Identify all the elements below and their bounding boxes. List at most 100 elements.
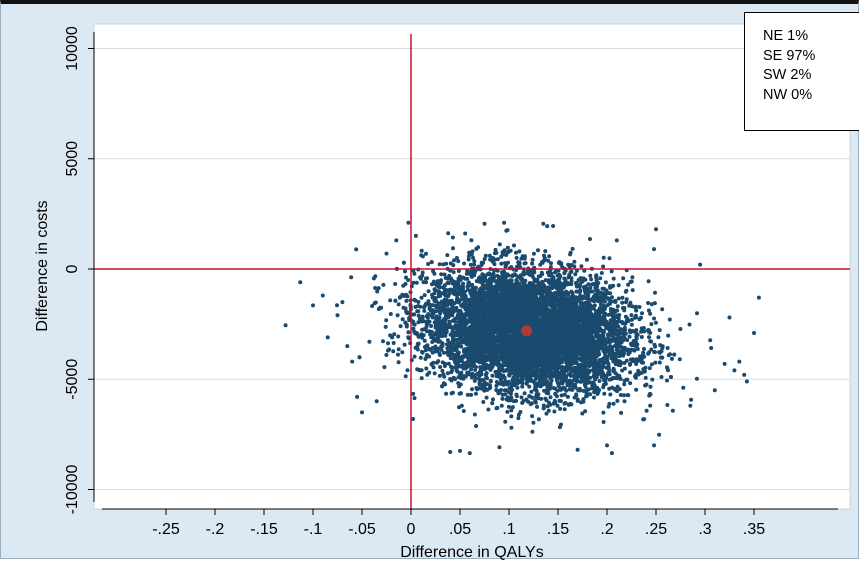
- scatter-point: [396, 313, 400, 317]
- scatter-point: [455, 338, 459, 342]
- scatter-point: [634, 314, 638, 318]
- scatter-point: [507, 405, 511, 409]
- scatter-point: [433, 371, 437, 375]
- scatter-point: [605, 291, 609, 295]
- scatter-point: [582, 360, 586, 364]
- scatter-point: [670, 357, 674, 361]
- scatter-point: [470, 387, 474, 391]
- scatter-point: [610, 269, 614, 273]
- scatter-point: [649, 322, 653, 326]
- scatter-point: [598, 276, 602, 280]
- scatter-point: [616, 304, 620, 308]
- scatter-point: [438, 262, 442, 266]
- scatter-point: [349, 275, 353, 279]
- scatter-point: [503, 261, 507, 265]
- scatter-point: [391, 349, 395, 353]
- scatter-point: [564, 389, 568, 393]
- scatter-point: [640, 311, 644, 315]
- scatter-point: [568, 388, 572, 392]
- scatter-point: [418, 275, 422, 279]
- scatter-point: [623, 326, 627, 330]
- scatter-point: [665, 403, 669, 407]
- scatter-point: [588, 237, 592, 241]
- scatter-point: [634, 362, 638, 366]
- scatter-point: [623, 399, 627, 403]
- scatter-point: [399, 324, 403, 328]
- scatter-point: [472, 259, 476, 263]
- scatter-point: [529, 402, 533, 406]
- scatter-point: [499, 255, 503, 259]
- scatter-point: [602, 392, 606, 396]
- scatter-point: [588, 286, 592, 290]
- scatter-point: [531, 421, 535, 425]
- scatter-point: [381, 339, 385, 343]
- scatter-point: [653, 361, 657, 365]
- scatter-point: [536, 248, 540, 252]
- scatter-point: [567, 306, 571, 310]
- scatter-point: [397, 347, 401, 351]
- scatter-point: [566, 395, 570, 399]
- scatter-point: [689, 398, 693, 402]
- scatter-point: [535, 405, 539, 409]
- scatter-point: [421, 351, 425, 355]
- scatter-point: [438, 365, 442, 369]
- scatter-point: [433, 296, 437, 300]
- scatter-point: [516, 416, 520, 420]
- scatter-point: [439, 272, 443, 276]
- scatter-point: [506, 363, 510, 367]
- scatter-point: [403, 269, 407, 273]
- scatter-point: [532, 252, 536, 256]
- scatter-point: [601, 385, 605, 389]
- scatter-point: [617, 297, 621, 301]
- scatter-point: [614, 371, 618, 375]
- scatter-point: [444, 276, 448, 280]
- scatter-point: [642, 417, 646, 421]
- scatter-point: [634, 388, 638, 392]
- scatter-point: [444, 392, 448, 396]
- scatter-point: [486, 408, 490, 412]
- scatter-point: [666, 346, 670, 350]
- scatter-point: [649, 340, 653, 344]
- scatter-point: [537, 417, 541, 421]
- scatter-point: [558, 425, 562, 429]
- scatter-point: [563, 402, 567, 406]
- scatter-point: [425, 276, 429, 280]
- scatter-point: [389, 312, 393, 316]
- scatter-point: [509, 392, 513, 396]
- scatter-point: [509, 426, 513, 430]
- scatter-point: [397, 360, 401, 364]
- scatter-point: [567, 275, 571, 279]
- scatter-point: [552, 410, 556, 414]
- scatter-point: [488, 254, 492, 258]
- scatter-point: [628, 335, 632, 339]
- scatter-point: [451, 246, 455, 250]
- scatter-point: [506, 228, 510, 232]
- scatter-point: [579, 264, 583, 268]
- scatter-point: [520, 401, 524, 405]
- scatter-point: [453, 348, 457, 352]
- scatter-point: [523, 391, 527, 395]
- scatter-point: [608, 256, 612, 260]
- scatter-point: [621, 354, 625, 358]
- scatter-point: [419, 253, 423, 257]
- scatter-point: [642, 347, 646, 351]
- scatter-point: [647, 279, 651, 283]
- scatter-point: [497, 445, 501, 449]
- scatter-point: [459, 391, 463, 395]
- scatter-point: [630, 318, 634, 322]
- scatter-point: [530, 262, 534, 266]
- scatter-point: [462, 262, 466, 266]
- scatter-point: [615, 309, 619, 313]
- scatter-point: [491, 374, 495, 378]
- scatter-point: [648, 404, 652, 408]
- scatter-point: [498, 242, 502, 246]
- scatter-point: [658, 361, 662, 365]
- scatter-point: [335, 303, 339, 307]
- scatter-point: [628, 381, 632, 385]
- scatter-point: [580, 412, 584, 416]
- scatter-point: [643, 384, 647, 388]
- scatter-point: [384, 318, 388, 322]
- scatter-point: [397, 302, 401, 306]
- scatter-point: [531, 258, 535, 262]
- scatter-point: [499, 262, 503, 266]
